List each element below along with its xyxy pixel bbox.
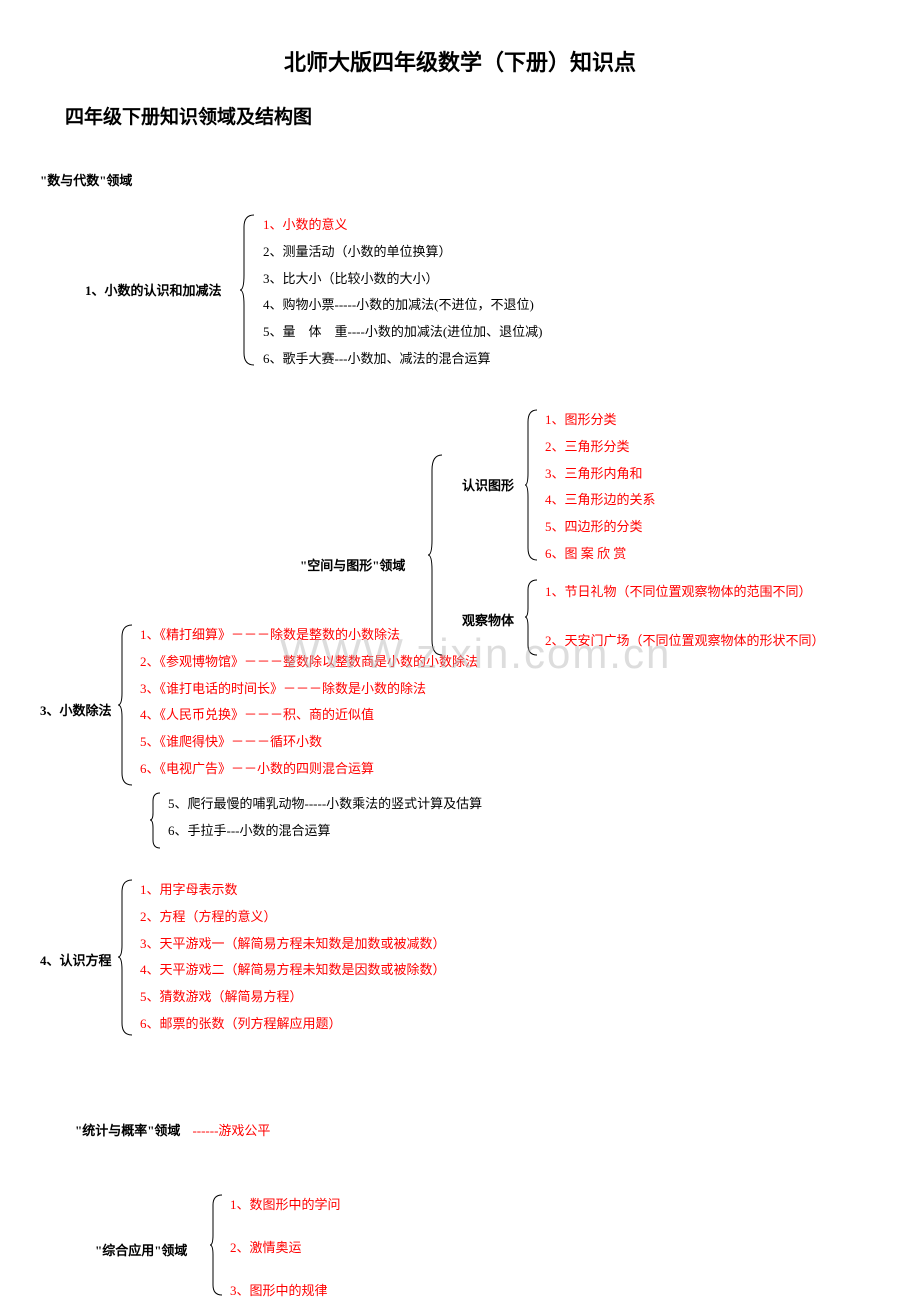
list-item: 6、图 案 欣 赏 [545, 544, 656, 565]
comp-domain-label: "综合应用"领域 [95, 1240, 187, 1259]
list-item: 2、《参观博物馆》－－－整数除以整数商是小数的小数除法 [140, 652, 478, 673]
list-item: 2、激情奥运 [230, 1238, 341, 1259]
spatial-sub2-items: 1、节日礼物（不同位置观察物体的范围不同） 2、天安门广场（不同位置观察物体的形… [545, 582, 825, 652]
list-item: 5、四边形的分类 [545, 517, 656, 538]
spatial-sub1-items: 1、图形分类 2、三角形分类 3、三角形内角和 4、三角形边的关系 5、四边形的… [545, 410, 656, 565]
brace-icon [118, 880, 134, 1035]
list-item: 1、图形分类 [545, 410, 656, 431]
list-item: 6、歌手大赛---小数加、减法的混合运算 [263, 349, 542, 370]
list-item: 2、方程（方程的意义） [140, 907, 446, 928]
section3-extra: 5、爬行最慢的哺乳动物-----小数乘法的竖式计算及估算 6、手拉手---小数的… [168, 794, 482, 842]
section3-items: 1、《精打细算》－－－除数是整数的小数除法 2、《参观博物馆》－－－整数除以整数… [140, 625, 478, 780]
brace-icon [150, 793, 162, 848]
list-item: 3、三角形内角和 [545, 464, 656, 485]
list-item: 5、爬行最慢的哺乳动物-----小数乘法的竖式计算及估算 [168, 794, 482, 815]
list-item: 1、用字母表示数 [140, 880, 446, 901]
list-item: 1、数图形中的学问 [230, 1195, 341, 1216]
list-item: 5、猜数游戏（解简易方程） [140, 987, 446, 1008]
list-item: 4、购物小票-----小数的加减法(不进位，不退位) [263, 295, 542, 316]
list-item: 4、三角形边的关系 [545, 490, 656, 511]
subtitle: 四年级下册知识领域及结构图 [65, 102, 890, 129]
list-item: 3、比大小（比较小数的大小） [263, 269, 542, 290]
list-item: 2、测量活动（小数的单位换算） [263, 242, 542, 263]
brace-icon [525, 410, 539, 560]
list-item: 6、《电视广告》－－小数的四则混合运算 [140, 759, 478, 780]
section4-label: 4、认识方程 [40, 950, 112, 969]
list-item: 3、图形中的规律 [230, 1281, 341, 1302]
list-item: 5、量 体 重----小数的加减法(进位加、退位减) [263, 322, 542, 343]
list-item: 1、节日礼物（不同位置观察物体的范围不同） [545, 582, 825, 603]
section1-items: 1、小数的意义 2、测量活动（小数的单位换算） 3、比大小（比较小数的大小） 4… [263, 215, 542, 370]
list-item: 4、《人民币兑换》－－－积、商的近似值 [140, 705, 478, 726]
main-title: 北师大版四年级数学（下册）知识点 [30, 45, 890, 77]
stats-domain-label: "统计与概率"领域 [75, 1123, 180, 1138]
list-item: 5、《谁爬得快》－－－循环小数 [140, 732, 478, 753]
list-item: 3、《谁打电话的时间长》－－－除数是小数的除法 [140, 679, 478, 700]
list-item: 3、天平游戏一（解简易方程未知数是加数或被减数） [140, 934, 446, 955]
list-item: 1、小数的意义 [263, 215, 542, 236]
domain-numbers-algebra: "数与代数"领域 [40, 170, 132, 189]
brace-icon [210, 1195, 224, 1295]
brace-icon [525, 580, 539, 655]
section1-label: 1、小数的认识和加减法 [85, 280, 222, 299]
list-item: 2、三角形分类 [545, 437, 656, 458]
list-item: 1、《精打细算》－－－除数是整数的小数除法 [140, 625, 478, 646]
stats-item: ------游戏公平 [192, 1123, 270, 1138]
comp-items: 1、数图形中的学问 2、激情奥运 3、图形中的规律 [230, 1195, 341, 1301]
list-item: 6、邮票的张数（列方程解应用题） [140, 1014, 446, 1035]
spatial-domain-label: "空间与图形"领域 [300, 555, 405, 574]
brace-icon [118, 625, 134, 785]
list-item: 4、天平游戏二（解简易方程未知数是因数或被除数） [140, 960, 446, 981]
spatial-sub1-label: 认识图形 [462, 475, 514, 494]
list-item: 6、手拉手---小数的混合运算 [168, 821, 482, 842]
list-item: 2、天安门广场（不同位置观察物体的形状不同） [545, 631, 825, 652]
brace-icon [240, 215, 256, 365]
section4-items: 1、用字母表示数 2、方程（方程的意义） 3、天平游戏一（解简易方程未知数是加数… [140, 880, 446, 1035]
section3-label: 3、小数除法 [40, 700, 112, 719]
